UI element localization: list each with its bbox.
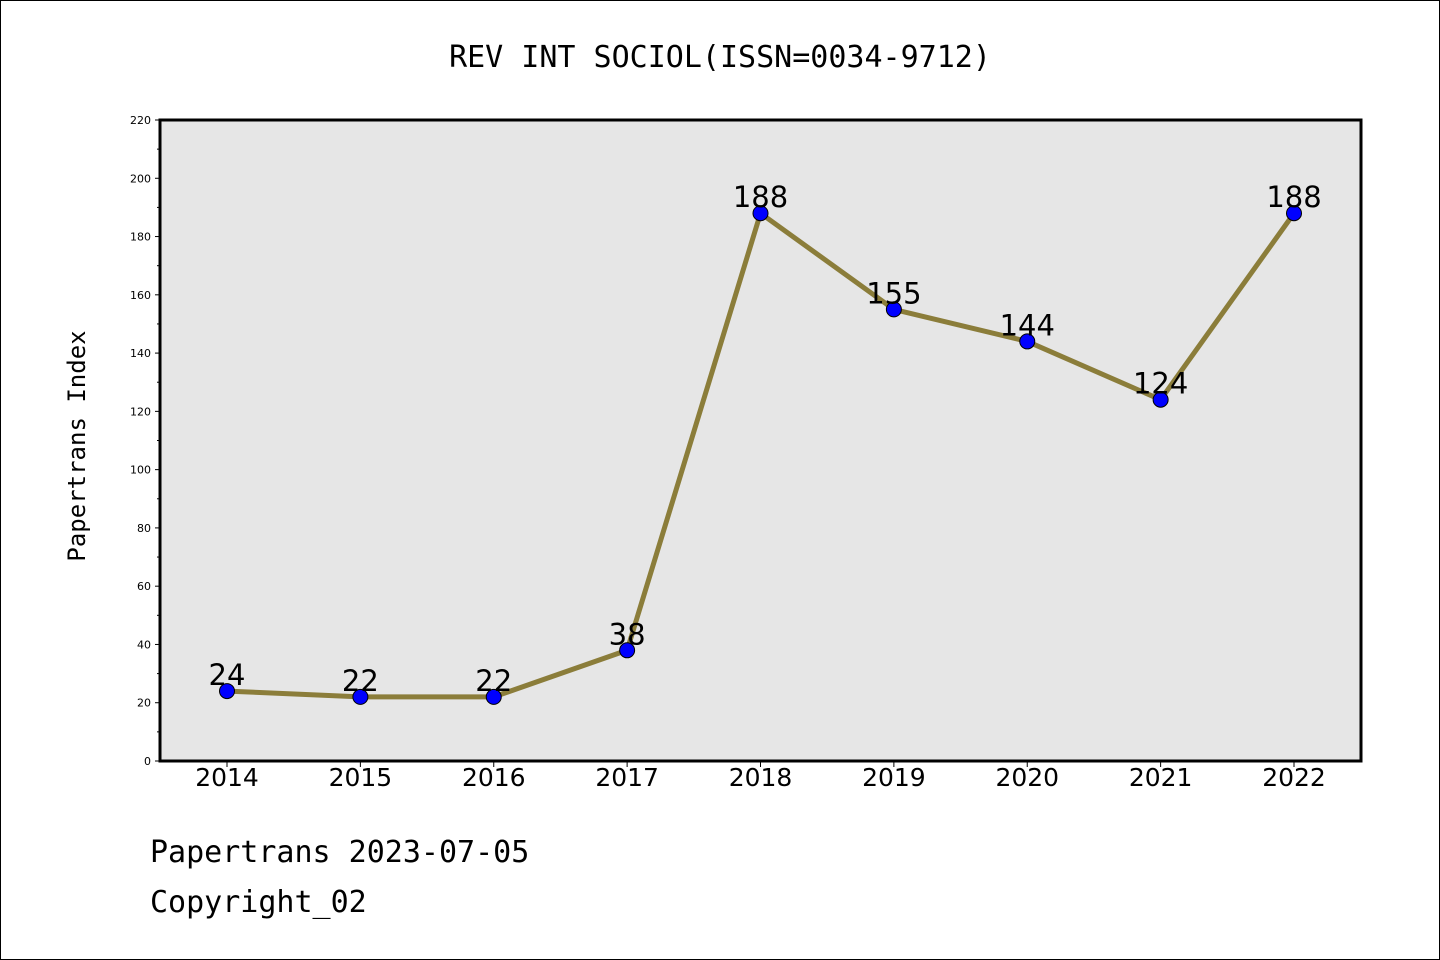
y-tick-label: 0: [144, 755, 151, 768]
x-tick-label: 2015: [329, 763, 393, 792]
y-tick-label: 100: [130, 464, 151, 477]
data-point: [352, 688, 369, 705]
data-point: [619, 642, 636, 659]
y-tick-label: 220: [130, 114, 151, 127]
y-tick-label: 120: [130, 405, 151, 418]
x-tick-label: 2018: [729, 763, 793, 792]
chart-title: REV INT SOCIOL(ISSN=0034-9712): [449, 40, 991, 75]
x-tick-label: 2019: [862, 763, 926, 792]
x-tick-label: 2017: [595, 763, 659, 792]
x-axis: 2014 2015 2016 2017 2018 2019 2020 2021 2022: [195, 760, 1326, 792]
data-label: 22: [342, 664, 379, 698]
y-tick-label: 160: [130, 289, 151, 302]
footer-copyright: Copyright_02: [150, 885, 367, 920]
data-point: [1286, 205, 1302, 222]
y-tick-label: 60: [137, 580, 151, 593]
plot-area: [158, 118, 1363, 763]
y-tick-label: 40: [137, 638, 151, 651]
x-tick-label: 2021: [1129, 763, 1193, 792]
y-axis-label: Papertrans Index: [63, 330, 91, 561]
data-point: [1019, 333, 1036, 350]
data-label: 188: [733, 180, 788, 214]
data-label: 144: [1000, 308, 1055, 342]
data-label: 124: [1133, 367, 1188, 401]
data-point: [485, 688, 502, 705]
y-axis: 0 20 40 60 80 100 120 140 160 180 200 220: [130, 114, 161, 768]
x-tick-label: 2014: [195, 763, 259, 792]
data-label: 22: [475, 664, 512, 698]
y-tick-label: 200: [130, 172, 151, 185]
data-point: [1152, 391, 1169, 408]
data-label: 155: [866, 276, 921, 310]
data-point: [219, 683, 235, 700]
data-label: 188: [1266, 180, 1321, 214]
x-tick-label: 2020: [995, 763, 1059, 792]
y-tick-label: 140: [130, 347, 151, 360]
series-layer: 24 22 22 38 188 155 144 124 188: [209, 180, 1322, 705]
y-tick-label: 180: [130, 231, 151, 244]
y-tick-label: 80: [137, 522, 151, 535]
x-tick-label: 2016: [462, 763, 526, 792]
x-tick-label: 2022: [1262, 763, 1326, 792]
data-label: 24: [209, 658, 246, 692]
y-tick-label: 20: [137, 697, 151, 710]
data-point: [885, 301, 902, 318]
footer-credit: Papertrans 2023-07-05: [150, 835, 530, 870]
data-label: 38: [609, 617, 646, 651]
data-point: [752, 205, 769, 222]
